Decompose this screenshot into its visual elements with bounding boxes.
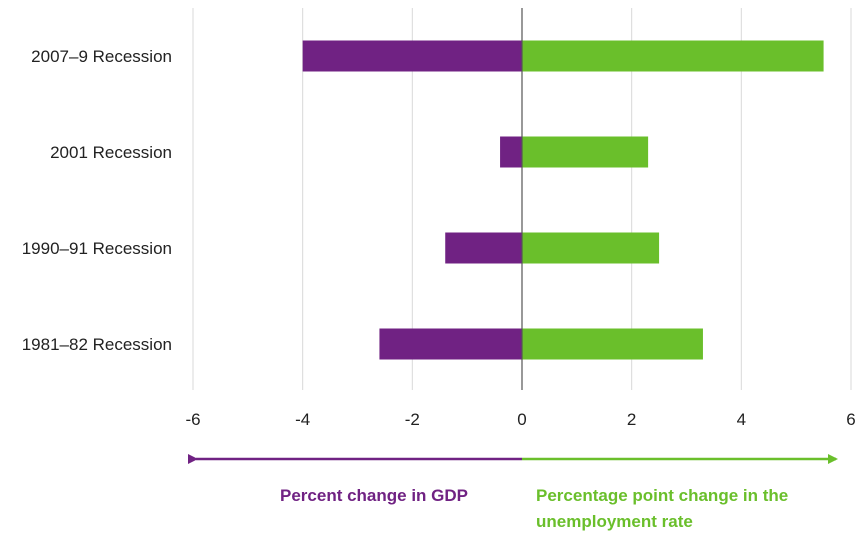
category-label-0: 2007–9 Recession <box>31 47 172 66</box>
x-tick-label-0: -6 <box>185 410 200 429</box>
bars <box>302 40 824 360</box>
x-tick-label-3: 0 <box>517 410 526 429</box>
grid-lines <box>192 8 852 390</box>
gdp-bar-0 <box>302 40 522 72</box>
gdp-bar-2 <box>445 232 522 264</box>
category-label-3: 1981–82 Recession <box>22 335 172 354</box>
x-tick-label-4: 2 <box>627 410 636 429</box>
gdp-caption: Percent change in GDP <box>280 486 468 505</box>
category-labels: 2007–9 Recession 2001 Recession 1990–91 Re… <box>22 47 172 354</box>
x-tick-labels: -6 -4 -2 0 2 4 6 <box>185 410 855 429</box>
category-label-2: 1990–91 Recession <box>22 239 172 258</box>
x-tick-label-1: -4 <box>295 410 310 429</box>
category-label-1: 2001 Recession <box>50 143 172 162</box>
unemployment-bar-3 <box>522 328 703 360</box>
x-tick-label-6: 6 <box>846 410 855 429</box>
unemployment-bar-2 <box>522 232 660 264</box>
unemployment-caption: Percentage point change in the unemploym… <box>536 486 789 531</box>
unemployment-bar-0 <box>522 40 824 72</box>
gdp-bar-3 <box>379 328 522 360</box>
x-tick-label-2: -2 <box>405 410 420 429</box>
gdp-bar-1 <box>500 136 522 168</box>
unemployment-bar-1 <box>522 136 649 168</box>
x-tick-label-5: 4 <box>737 410 746 429</box>
